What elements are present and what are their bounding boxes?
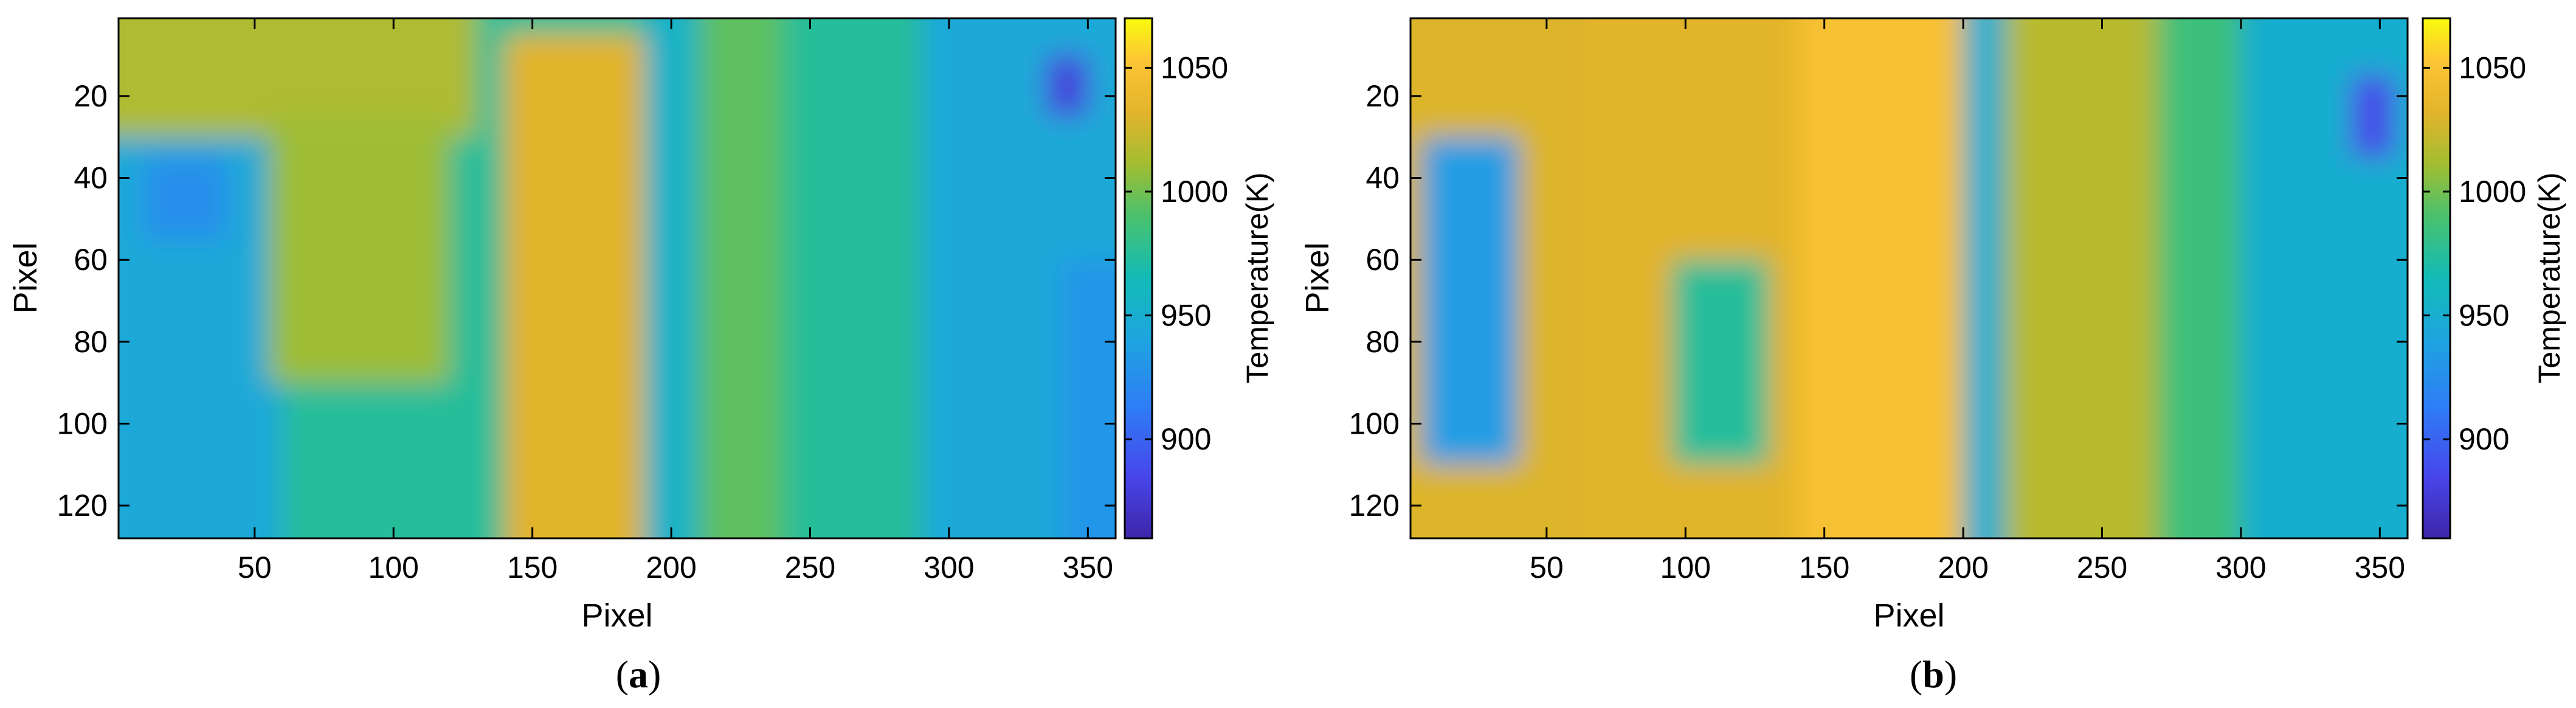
panel-a: 50 100 150 200 250 300 350 20 40 60 80 100 120 Pixe… bbox=[7, 17, 1274, 696]
heatmap-region-10 bbox=[1046, 55, 1088, 117]
x-tick-label: 50 bbox=[238, 550, 272, 585]
panel-label-a: a bbox=[629, 653, 648, 696]
x-axis-label-a: Pixel bbox=[581, 597, 652, 634]
y-tick-label: 40 bbox=[1366, 161, 1400, 195]
panel-label-b: b bbox=[1922, 653, 1944, 696]
x-ticks-a: 50 100 150 200 250 300 350 bbox=[238, 18, 1113, 585]
heatmap-region-11 bbox=[2352, 75, 2394, 158]
y-tick-label: 80 bbox=[74, 325, 108, 359]
heatmap-region-6 bbox=[504, 34, 644, 538]
colorbar-ticks-b: 900 950 1000 1050 bbox=[2423, 50, 2526, 456]
y-tick-label: 60 bbox=[1366, 243, 1400, 277]
heatmap-region-8 bbox=[699, 18, 782, 538]
colorbar-tick-label: 1050 bbox=[2459, 50, 2526, 85]
colorbar-tick-label: 900 bbox=[1161, 422, 1211, 456]
heatmap-region-3 bbox=[143, 157, 227, 240]
heatmap-region-4 bbox=[119, 18, 477, 137]
colorbar-b bbox=[2422, 17, 2451, 540]
heatmap-region-10 bbox=[2240, 18, 2408, 538]
panel-caption-b: (b) bbox=[1910, 653, 1957, 696]
colorbar-label-a: Temperature(K) bbox=[1240, 172, 1274, 383]
y-tick-label: 60 bbox=[74, 243, 108, 277]
heatmap-region-5 bbox=[268, 116, 449, 383]
heatmap-b bbox=[1411, 18, 2408, 538]
heatmap-region-5 bbox=[1671, 260, 1769, 465]
heatmap-region-11 bbox=[1060, 260, 1116, 538]
x-tick-label: 150 bbox=[1799, 550, 1849, 585]
x-tick-label: 150 bbox=[507, 550, 558, 585]
heatmap-region-9 bbox=[2157, 18, 2241, 538]
heatmap-a-regions bbox=[119, 18, 1116, 538]
y-tick-label: 80 bbox=[1366, 325, 1400, 359]
x-tick-label: 300 bbox=[924, 550, 974, 585]
y-tick-label: 40 bbox=[74, 161, 108, 195]
x-tick-label: 250 bbox=[2077, 550, 2127, 585]
x-tick-label: 200 bbox=[646, 550, 696, 585]
heatmap-region-3 bbox=[1421, 137, 1519, 465]
heatmap-region-7 bbox=[643, 18, 699, 538]
y-axis-label-a: Pixel bbox=[7, 242, 44, 313]
y-tick-label: 100 bbox=[1349, 406, 1400, 440]
colorbar-a bbox=[1124, 17, 1153, 540]
heatmap-region-8 bbox=[2005, 18, 2158, 538]
colorbar-tick-label: 1050 bbox=[1161, 50, 1228, 85]
colorbar-tick-label: 1000 bbox=[2459, 175, 2526, 209]
colorbar-label-b: Temperature(K) bbox=[2532, 172, 2566, 383]
colorbar-tick-label: 950 bbox=[2459, 299, 2509, 333]
x-tick-label: 350 bbox=[1063, 550, 1113, 585]
x-ticks-b: 50 100 150 200 250 300 350 bbox=[1530, 18, 2405, 585]
x-tick-label: 350 bbox=[2355, 550, 2405, 585]
y-ticks-a: 20 40 60 80 100 120 bbox=[57, 79, 1116, 522]
x-tick-label: 200 bbox=[1938, 550, 1988, 585]
x-tick-label: 100 bbox=[1660, 550, 1711, 585]
panel-caption-a: (a) bbox=[616, 653, 661, 696]
y-axis-label-b: Pixel bbox=[1299, 242, 1336, 313]
x-tick-label: 250 bbox=[785, 550, 835, 585]
y-tick-label: 20 bbox=[1366, 79, 1400, 113]
y-tick-label: 120 bbox=[57, 488, 108, 522]
colorbar-tick-label: 1000 bbox=[1161, 175, 1228, 209]
y-tick-label: 100 bbox=[57, 406, 108, 440]
y-ticks-b: 20 40 60 80 100 120 bbox=[1349, 79, 2408, 522]
x-tick-label: 50 bbox=[1530, 550, 1564, 585]
heatmap-region-6 bbox=[1796, 18, 1964, 538]
heatmap-b-regions bbox=[1411, 18, 2408, 538]
axes-b-frame bbox=[1409, 17, 2409, 540]
axes-a-frame bbox=[117, 17, 1117, 540]
y-tick-label: 20 bbox=[74, 79, 108, 113]
x-tick-label: 100 bbox=[368, 550, 419, 585]
colorbar-tick-label: 950 bbox=[1161, 299, 1211, 333]
x-tick-label: 300 bbox=[2215, 550, 2266, 585]
heatmap-a bbox=[119, 18, 1116, 538]
x-axis-label-b: Pixel bbox=[1873, 597, 1944, 634]
heatmap-region-9 bbox=[921, 18, 1116, 538]
panel-b: 50 100 150 200 250 300 350 20 40 60 80 100 120 Pixe… bbox=[1299, 17, 2566, 696]
colorbar-ticks-a: 900 950 1000 1050 bbox=[1125, 50, 1228, 456]
y-tick-label: 120 bbox=[1349, 488, 1400, 522]
colorbar-tick-label: 900 bbox=[2459, 422, 2509, 456]
